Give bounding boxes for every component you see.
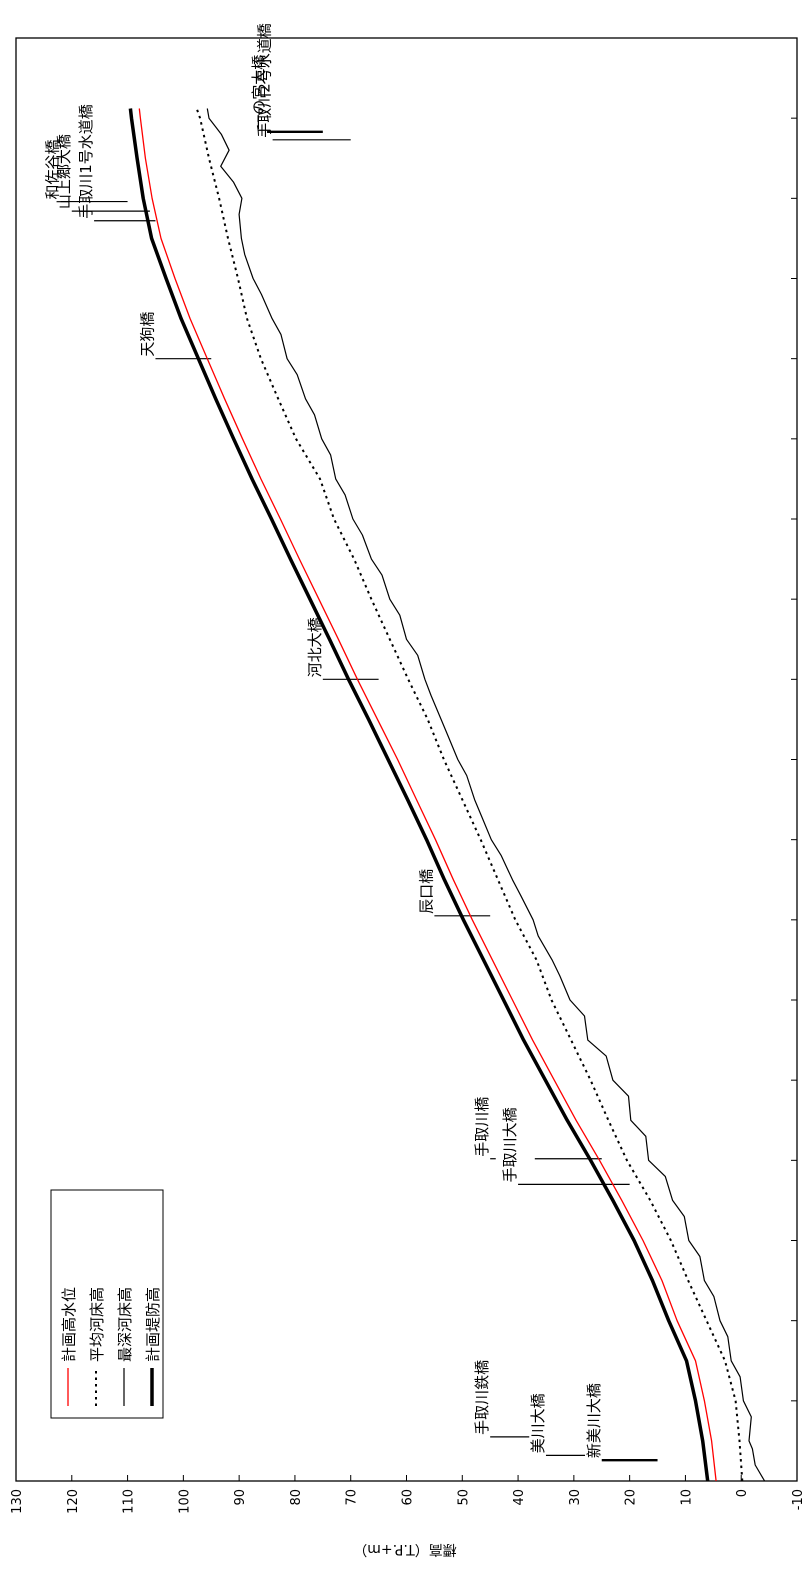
legend-label: 計画高水位 <box>60 1287 78 1362</box>
y-tick-label: 30 <box>568 1489 583 1506</box>
bridge-label: 辰口橋 <box>417 869 435 914</box>
y-tick-label: 20 <box>624 1489 639 1506</box>
y-tick-label: 100 <box>177 1489 192 1514</box>
bridge-label: 美川大橋 <box>529 1393 547 1453</box>
y-tick-label: -10 <box>791 1489 806 1510</box>
bridge-label: 山上郷大橋 <box>55 134 73 209</box>
bridge-label: 一の宮大橋 <box>250 55 268 130</box>
legend-label: 平均河床高 <box>88 1287 106 1362</box>
bridge-label: 手取川大橋 <box>501 1107 519 1182</box>
y-tick-label: 80 <box>289 1489 304 1506</box>
y-axis-label: 標高（T.P.+m） <box>353 1541 456 1558</box>
series-line <box>138 108 717 1482</box>
axis-ticks: -10 0 10 20 30 40 50 60 70 80 90 100 110 120 130 <box>10 117 806 1514</box>
legend-box <box>50 1189 164 1419</box>
y-tick-label: 50 <box>456 1489 471 1506</box>
legend-label: 計画堤防高 <box>144 1287 162 1362</box>
y-tick-label: 40 <box>512 1489 527 1506</box>
bridge-label: 手取川橋 <box>473 1097 491 1157</box>
y-tick-label: 10 <box>679 1489 694 1506</box>
legend: 計画高水位 平均河床高 最深河床高 計画堤防高 <box>50 1189 164 1419</box>
y-tick-label: 110 <box>122 1489 137 1514</box>
y-tick-label: 60 <box>401 1489 416 1506</box>
series-line <box>195 108 744 1482</box>
bridge-label: 手取川鉄橋 <box>473 1360 491 1435</box>
y-tick-label: 0 <box>735 1489 750 1497</box>
bridge-label: 手取川2号水道橋 <box>256 23 274 138</box>
series-lines <box>128 108 766 1482</box>
legend-label: 最深河床高 <box>116 1287 134 1362</box>
y-tick-label: 130 <box>10 1489 25 1514</box>
bridge-label: 手取川1号水道橋 <box>77 104 95 219</box>
bridge-label: 和佐谷橋 <box>44 140 62 200</box>
bridge-label: 河北大橋 <box>306 617 324 677</box>
y-tick-label: 120 <box>66 1489 81 1514</box>
y-tick-label: 70 <box>345 1489 360 1506</box>
series-line <box>128 108 710 1482</box>
bridge-label: 新美川大橋 <box>585 1383 603 1458</box>
bridge-label: 天狗橋 <box>138 312 156 357</box>
series-line <box>206 108 766 1482</box>
y-tick-label: 90 <box>233 1489 248 1506</box>
